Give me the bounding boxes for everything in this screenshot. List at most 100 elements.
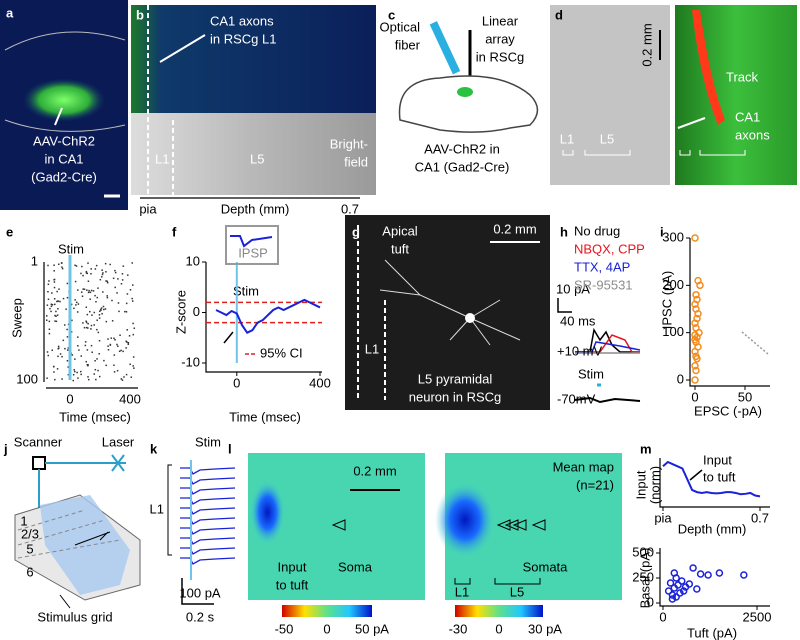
raster-dot [47,264,49,267]
pointer [59,594,71,609]
raster-dot [58,347,60,349]
inset-trace [230,235,273,248]
point [666,579,675,587]
y-tick-label: 0 [193,304,200,319]
raster-dot [107,348,110,351]
label: 400 [119,391,141,406]
point [696,570,705,578]
point [685,580,694,588]
raster-dot [132,322,134,325]
raster-dot [105,280,107,282]
raster-dot [56,314,59,316]
trace [574,396,641,404]
raster-dot [80,370,82,373]
arrow [689,469,703,481]
label: 0 [495,621,502,636]
trace [180,507,236,515]
raster-dot [104,308,107,310]
raster-dot [82,322,84,324]
raster-dot [57,355,59,358]
raster-dot [90,328,92,330]
raster-dot [56,300,58,303]
raster-dot [54,303,56,306]
y-tick-label: 0 [647,594,654,609]
raster-dot [87,262,89,264]
point [694,276,702,285]
raster-dot [46,315,48,317]
label: L1 [560,131,574,146]
raster-dot [106,296,109,299]
raster-dot [100,276,103,278]
trace [575,327,640,353]
raster-dot [66,282,69,285]
raster-dot [94,360,96,362]
raster-dot [48,328,51,331]
raster-dot [72,379,75,382]
label: AAV-ChR2 [33,133,95,148]
label: L5 pyramidal [418,371,493,386]
x-tick-label: 400 [309,375,331,390]
label: array [485,31,515,46]
raster-dot [98,314,101,316]
raster-dot [53,298,56,300]
raster-dot [99,308,102,311]
raster-dot [82,288,84,290]
label: 0.2 mm [493,221,536,236]
raster-dot [66,296,69,299]
raster-dot [121,279,124,281]
label: Depth (mm) [221,201,290,216]
label: -30 [449,621,468,636]
raster-dot [131,262,133,264]
raster-dot [50,305,53,308]
y-tick-label: 100 [662,324,684,339]
point [678,577,686,585]
point [692,324,700,332]
raster-dot [130,376,133,378]
raster-dot [54,320,56,322]
x-tick-label: 2500 [743,609,772,624]
raster-dot [120,378,123,380]
raster-dot [81,295,84,297]
raster-dot [97,287,99,289]
raster-dot [118,310,120,313]
raster-dot [98,339,101,342]
raster-dot [125,311,128,313]
bracket [167,464,172,556]
fluorescence-image [131,5,376,113]
track [692,10,725,125]
axes [659,458,770,508]
label: Stim [58,241,84,256]
raster-dot [74,264,76,267]
trace [180,557,236,565]
raster-dot [128,335,131,337]
raster-dot [95,378,97,381]
raster-dot [106,280,108,283]
label: Stim [233,283,259,298]
raster-dot [94,294,96,297]
raster-dot [116,292,118,294]
panel-label: h [560,224,568,239]
raster-dot [98,317,101,319]
ca1 [457,87,473,97]
raster-dot [70,303,73,306]
raster-dot [53,281,56,283]
raster-dot [51,349,53,352]
label: Time (msec) [229,409,301,424]
label: 6 [26,564,33,579]
label: Depth (mm) [678,521,747,536]
raster-dot [66,328,68,331]
raster-dot [85,306,88,309]
raster-dot [129,363,131,366]
raster-dot [123,376,125,378]
raster-dot [133,327,136,329]
raster-dot [102,272,104,274]
label: 100 pA [179,585,221,600]
legend-entry: TTX, 4AP [574,259,630,274]
raster-dot [53,278,55,281]
brackets [562,150,746,156]
raster-dot [83,326,86,329]
label: Stim [578,366,604,381]
label: 10 pA [556,281,590,296]
raster-dot [89,310,91,313]
legend-entry: SR-95531 [574,277,633,292]
